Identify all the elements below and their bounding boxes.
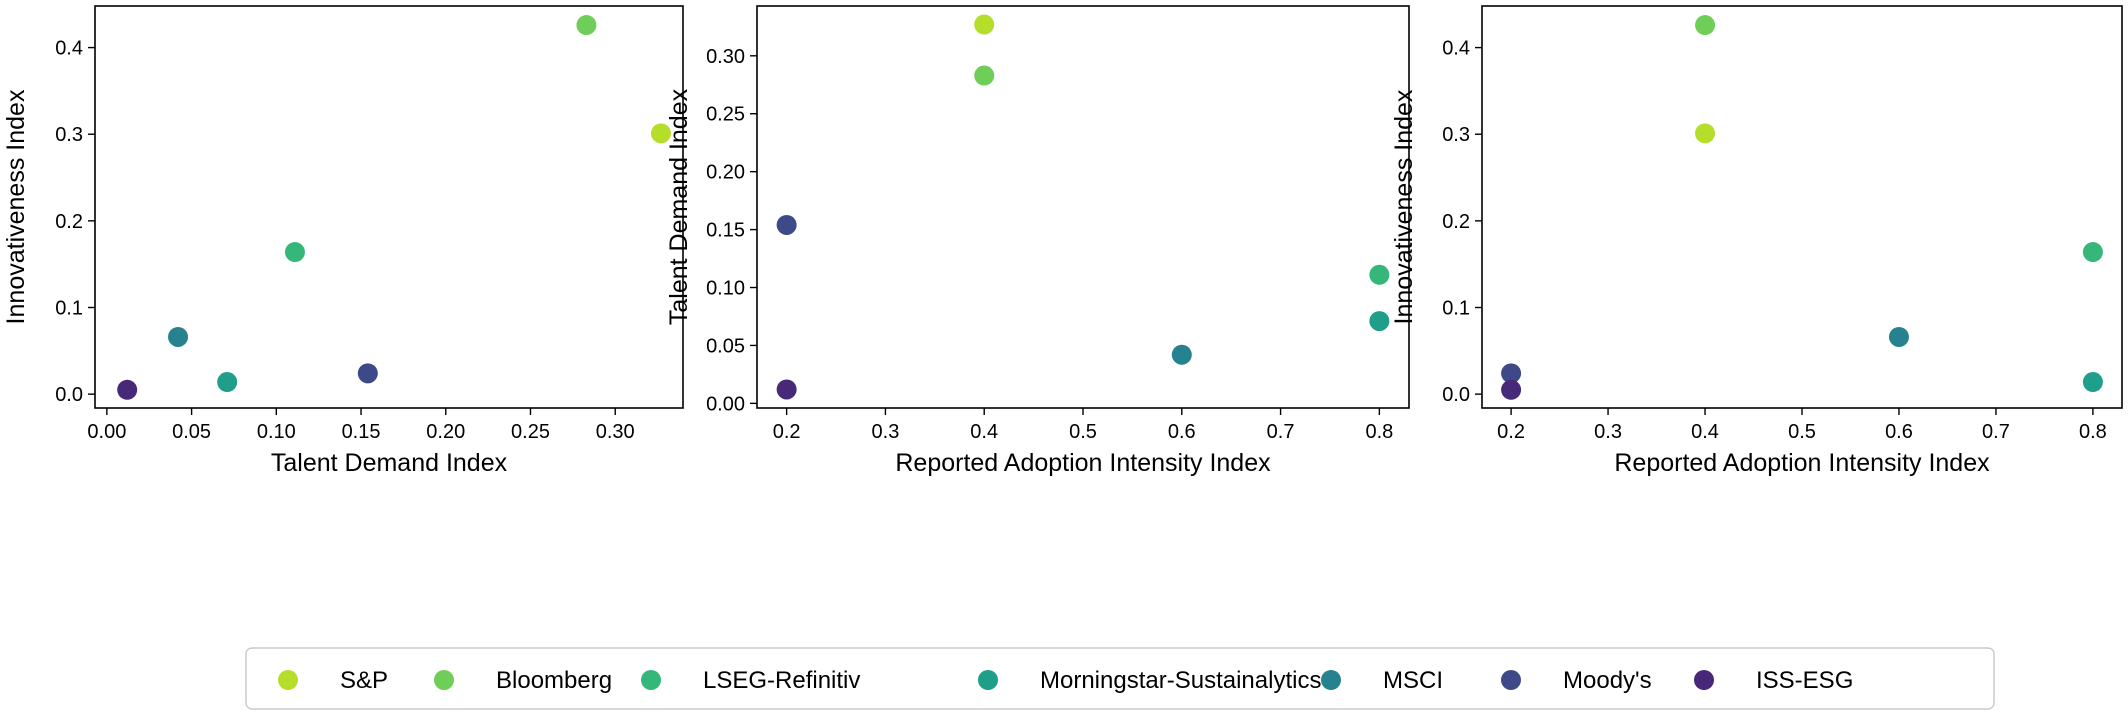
y-tick-label: 0.0	[1442, 384, 1470, 406]
legend-marker	[278, 670, 298, 690]
x-tick-label: 0.3	[872, 421, 900, 443]
y-axis-label: Innovativeness Index	[2, 89, 30, 324]
y-tick-label: 0.4	[1442, 38, 1470, 60]
x-tick-label: 0.2	[773, 421, 801, 443]
data-point-msci	[1888, 326, 1909, 347]
data-point-s-p	[650, 123, 671, 144]
legend-label: MSCI	[1383, 667, 1443, 694]
legend-label: Moody's	[1563, 667, 1652, 694]
legend-frame	[245, 647, 1995, 710]
data-point-s-p	[1695, 123, 1716, 144]
data-point-bloomberg	[1695, 15, 1716, 36]
data-point-moody-s	[1501, 363, 1522, 384]
data-point-iss-esg	[776, 379, 797, 400]
x-tick-label: 0.4	[970, 421, 998, 443]
y-tick-label: 0.2	[1442, 211, 1470, 233]
legend-item: Moody's	[1501, 667, 1652, 694]
y-tick-label: 0.10	[706, 278, 745, 300]
y-tick-label: 0.1	[1442, 298, 1470, 320]
x-tick-label: 0.7	[1982, 421, 2010, 443]
legend: S&P Bloomberg LSEG-Refinitiv Morningstar-Su…	[245, 647, 1995, 710]
data-point-moody-s	[357, 363, 378, 384]
x-tick-label: 0.10	[257, 421, 296, 443]
data-point-s-p	[974, 14, 995, 35]
legend-label: S&P	[340, 667, 388, 694]
legend-marker	[434, 670, 454, 690]
data-point-morningstar-sustainalytics	[217, 372, 238, 393]
y-tick-label: 0.20	[706, 162, 745, 184]
legend-label: Bloomberg	[496, 667, 612, 694]
y-tick-label: 0.00	[706, 393, 745, 415]
plot-frame	[1481, 5, 2123, 409]
x-axis-label: Reported Adoption Intensity Index	[895, 449, 1271, 477]
legend-item: ISS-ESG	[1694, 667, 1853, 694]
legend-item: MSCI	[1321, 667, 1443, 694]
plot-frame	[94, 5, 684, 409]
data-point-iss-esg	[117, 379, 138, 400]
y-tick-label: 0.3	[1442, 124, 1470, 146]
data-point-lseg-refinitiv	[2082, 242, 2103, 263]
x-tick-label: 0.4	[1691, 421, 1719, 443]
x-tick-label: 0.3	[1594, 421, 1622, 443]
y-tick-label: 0.15	[706, 220, 745, 242]
data-point-bloomberg	[576, 15, 597, 36]
y-tick-label: 0.05	[706, 335, 745, 357]
legend-marker	[1501, 670, 1521, 690]
x-tick-label: 0.8	[2079, 421, 2107, 443]
x-tick-label: 0.30	[596, 421, 635, 443]
x-tick-label: 0.5	[1788, 421, 1816, 443]
x-tick-label: 0.6	[1885, 421, 1913, 443]
x-tick-label: 0.15	[342, 421, 381, 443]
x-tick-label: 0.00	[87, 421, 126, 443]
legend-label: LSEG-Refinitiv	[703, 667, 860, 694]
y-tick-label: 0.4	[55, 38, 83, 60]
legend-marker	[1694, 670, 1714, 690]
data-point-lseg-refinitiv	[284, 242, 305, 263]
x-tick-label: 0.6	[1168, 421, 1196, 443]
legend-item: Bloomberg	[434, 667, 612, 694]
chart-panel-2: 0.2 0.3 0.4 0.5 0.6 0.7 0.8 0.00 0.05 0.10 0.15 0.2…	[665, 5, 1410, 477]
data-point-iss-esg	[1501, 379, 1522, 400]
data-point-bloomberg	[974, 65, 995, 86]
x-tick-label: 0.05	[172, 421, 211, 443]
legend-item: LSEG-Refinitiv	[641, 667, 860, 694]
data-point-morningstar-sustainalytics	[1369, 311, 1390, 332]
y-tick-label: 0.2	[55, 211, 83, 233]
data-point-morningstar-sustainalytics	[2082, 372, 2103, 393]
legend-marker	[1321, 670, 1341, 690]
data-point-msci	[168, 326, 189, 347]
y-tick-label: 0.3	[55, 124, 83, 146]
legend-label: Morningstar-Sustainalytics	[1040, 667, 1321, 694]
legend-label: ISS-ESG	[1756, 667, 1853, 694]
plot-frame	[756, 5, 1410, 409]
legend-marker	[978, 670, 998, 690]
x-tick-label: 0.5	[1069, 421, 1097, 443]
chart-panels: 0.00 0.05 0.10 0.15 0.20 0.25 0.30 0.0 0.1 0.2 0.3…	[2, 5, 2123, 477]
y-axis-label: Talent Demand Index	[665, 88, 693, 325]
x-tick-label: 0.7	[1267, 421, 1295, 443]
x-axis-label: Reported Adoption Intensity Index	[1614, 449, 1990, 477]
legend-item: S&P	[278, 667, 388, 694]
legend-item: Morningstar-Sustainalytics	[978, 667, 1321, 694]
x-tick-label: 0.25	[511, 421, 550, 443]
x-tick-label: 0.20	[426, 421, 465, 443]
data-point-msci	[1171, 344, 1192, 365]
y-tick-label: 0.1	[55, 298, 83, 320]
data-point-lseg-refinitiv	[1369, 264, 1390, 285]
x-tick-label: 0.8	[1365, 421, 1393, 443]
legend-marker	[641, 670, 661, 690]
x-axis-label: Talent Demand Index	[271, 449, 508, 477]
chart-panel-3: 0.2 0.3 0.4 0.5 0.6 0.7 0.8 0.0 0.1 0.2 0.3 0.4 Repo…	[1390, 5, 2123, 477]
y-tick-label: 0.25	[706, 104, 745, 126]
x-tick-label: 0.2	[1497, 421, 1525, 443]
data-point-moody-s	[776, 214, 797, 235]
y-axis-label: Innovativeness Index	[1390, 89, 1418, 324]
chart-panel-1: 0.00 0.05 0.10 0.15 0.20 0.25 0.30 0.0 0.1 0.2 0.3…	[2, 5, 684, 477]
y-tick-label: 0.0	[55, 384, 83, 406]
y-tick-label: 0.30	[706, 46, 745, 68]
